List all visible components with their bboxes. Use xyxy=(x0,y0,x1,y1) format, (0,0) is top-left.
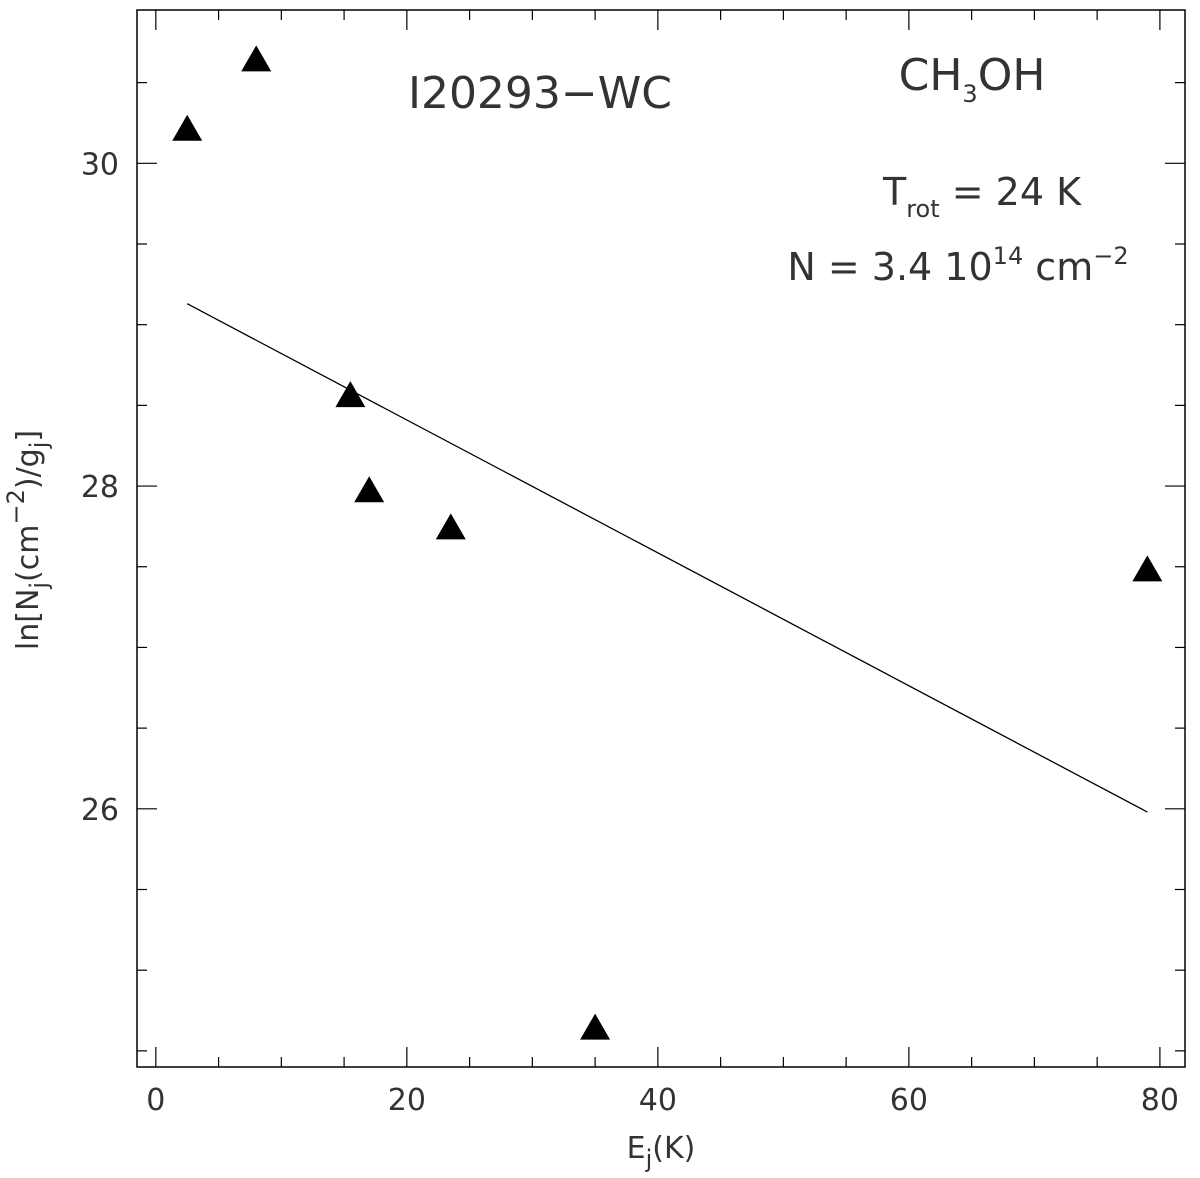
data-point xyxy=(335,381,366,408)
y-axis-label: ln[Nj(cm−2)/gj] xyxy=(2,430,53,650)
x-axis-label: Ej(K) xyxy=(627,1131,696,1173)
y-tick-label: 26 xyxy=(81,793,119,828)
axis-ticks xyxy=(137,10,1185,1067)
x-tick-label: 40 xyxy=(639,1083,677,1118)
x-tick-label: 20 xyxy=(388,1083,426,1118)
y-tick-label: 28 xyxy=(81,470,119,505)
tick-labels: 0 20 40 60 80 26 28 30 xyxy=(81,147,1179,1118)
data-point xyxy=(172,114,203,141)
plot-frame xyxy=(136,9,1186,1068)
x-tick-label: 80 xyxy=(1141,1083,1179,1118)
trot-annotation: Trot = 24 K xyxy=(882,170,1082,223)
y-tick-label: 30 xyxy=(81,147,119,182)
molecule-annotation: CH3OH xyxy=(899,50,1046,108)
data-point xyxy=(241,45,272,72)
data-point xyxy=(354,476,385,503)
data-point xyxy=(580,1013,611,1040)
data-point xyxy=(435,513,466,540)
x-tick-label: 0 xyxy=(146,1083,165,1118)
data-points xyxy=(172,45,1163,1040)
data-point xyxy=(1132,555,1163,582)
x-tick-label: 60 xyxy=(890,1083,928,1118)
fit-line-group xyxy=(186,303,1148,813)
fit-line xyxy=(186,303,1148,813)
source-name-annotation: I20293−WC xyxy=(408,68,672,119)
column-density-annotation: N = 3.4 1014 cm−2 xyxy=(787,242,1128,289)
